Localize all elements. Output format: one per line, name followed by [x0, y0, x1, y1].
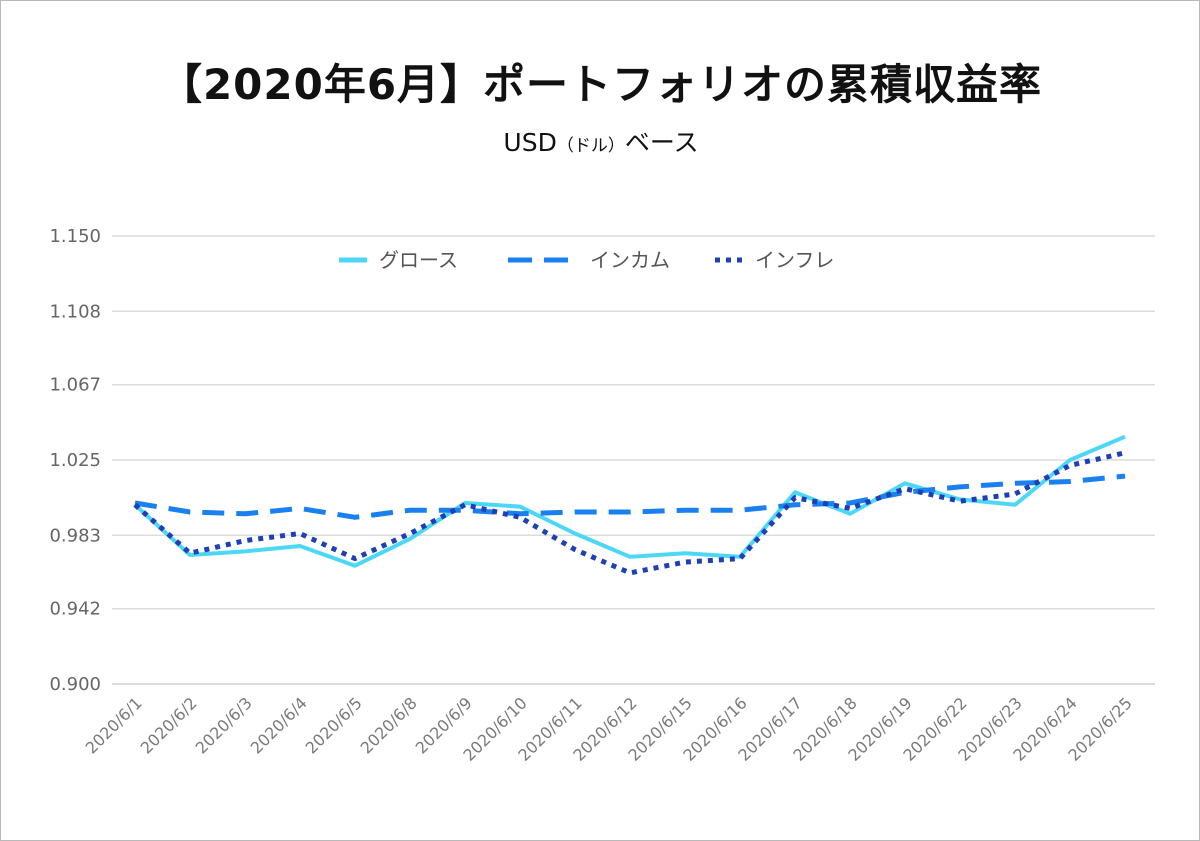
legend-label: インフレ	[755, 248, 834, 272]
series-line	[134, 473, 1126, 520]
chart-subtitle: USD（ドル）ベース	[1, 123, 1200, 159]
subtitle-currency-note: （ドル）	[556, 136, 625, 156]
y-tick-label: 1.067	[49, 375, 101, 396]
x-tick-label: 2020/6/3	[192, 693, 256, 757]
subtitle-basis: ベース	[624, 128, 699, 157]
x-tick-label: 2020/6/4	[247, 693, 311, 757]
x-tick-label: 2020/6/8	[357, 693, 421, 757]
legend-label: インカム	[590, 248, 670, 272]
x-tick-label: 2020/6/2	[137, 693, 201, 757]
y-tick-label: 0.983	[49, 525, 101, 546]
y-tick-label: 1.025	[49, 450, 101, 471]
legend-label: グロース	[379, 248, 458, 272]
y-tick-label: 0.942	[49, 599, 101, 620]
y-tick-label: 0.900	[49, 674, 101, 695]
x-tick-label: 2020/6/5	[302, 693, 366, 757]
series-line	[133, 434, 1126, 568]
y-tick-label: 1.108	[49, 301, 101, 322]
subtitle-currency: USD	[503, 128, 557, 157]
chart-title: 【2020年6月】ポートフォリオの累積収益率	[159, 60, 1043, 109]
x-tick-label: 2020/6/1	[82, 693, 146, 757]
y-tick-label: 1.150	[49, 226, 101, 247]
